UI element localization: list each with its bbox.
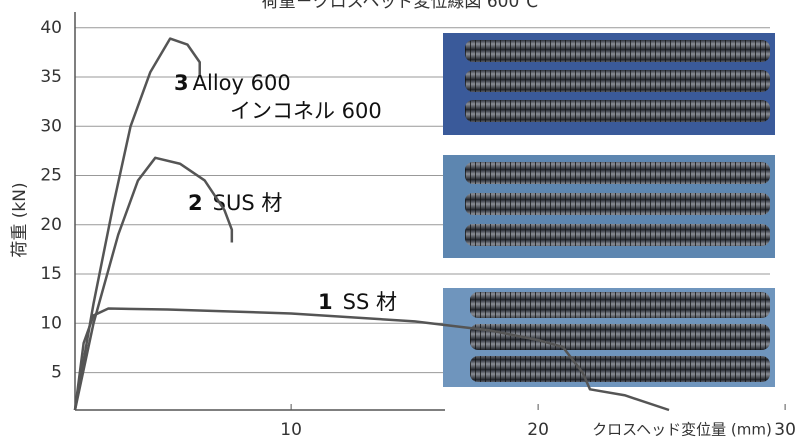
rod bbox=[465, 193, 770, 215]
annotation-sub: インコネル 600 bbox=[230, 99, 382, 123]
x-tick-label: 20 bbox=[527, 420, 549, 438]
rod bbox=[465, 40, 770, 62]
annotation-text: SUS 材 bbox=[213, 191, 283, 215]
chart-title: 荷重－クロスヘッド変位線図 600℃ bbox=[262, 0, 539, 12]
y-tick-label: 40 bbox=[40, 18, 62, 38]
y-tick-label: 5 bbox=[51, 363, 62, 383]
y-tick-label: 30 bbox=[40, 116, 62, 136]
y-axis-label: 荷重 (kN) bbox=[10, 182, 30, 257]
annotation-text: Alloy 600 bbox=[193, 71, 291, 95]
rod bbox=[465, 100, 770, 122]
annotation-number: 1 bbox=[318, 290, 333, 314]
y-tick-label: 35 bbox=[40, 67, 62, 87]
rod bbox=[470, 292, 770, 318]
specimen-photos bbox=[443, 33, 775, 387]
rod bbox=[465, 224, 770, 246]
annotation-number: 3 bbox=[174, 71, 189, 95]
page: {"chart_data": { "type": "line", "title"… bbox=[0, 0, 801, 438]
rod bbox=[465, 70, 770, 92]
y-tick-label: 10 bbox=[40, 313, 62, 333]
annotation: 2 SUS 材 bbox=[188, 191, 282, 215]
annotation-number: 2 bbox=[188, 191, 203, 215]
rod bbox=[470, 356, 770, 382]
annotation-text: SS 材 bbox=[343, 290, 397, 314]
y-tick-label: 15 bbox=[40, 264, 62, 284]
x-tick-label: 10 bbox=[280, 420, 302, 438]
x-axis-label: クロスヘッド変位量 (mm) bbox=[592, 421, 772, 438]
x-tick-label: 30 bbox=[774, 420, 796, 438]
annotation: 1 SS 材 bbox=[318, 290, 397, 314]
rod bbox=[470, 324, 770, 350]
y-tick-label: 25 bbox=[40, 166, 62, 186]
y-tick-label: 20 bbox=[40, 215, 62, 235]
chart: 荷重－クロスヘッド変位線図 600℃ 荷重 (kN) クロスヘッド変位量 (mm… bbox=[0, 0, 801, 438]
rod bbox=[465, 162, 770, 184]
